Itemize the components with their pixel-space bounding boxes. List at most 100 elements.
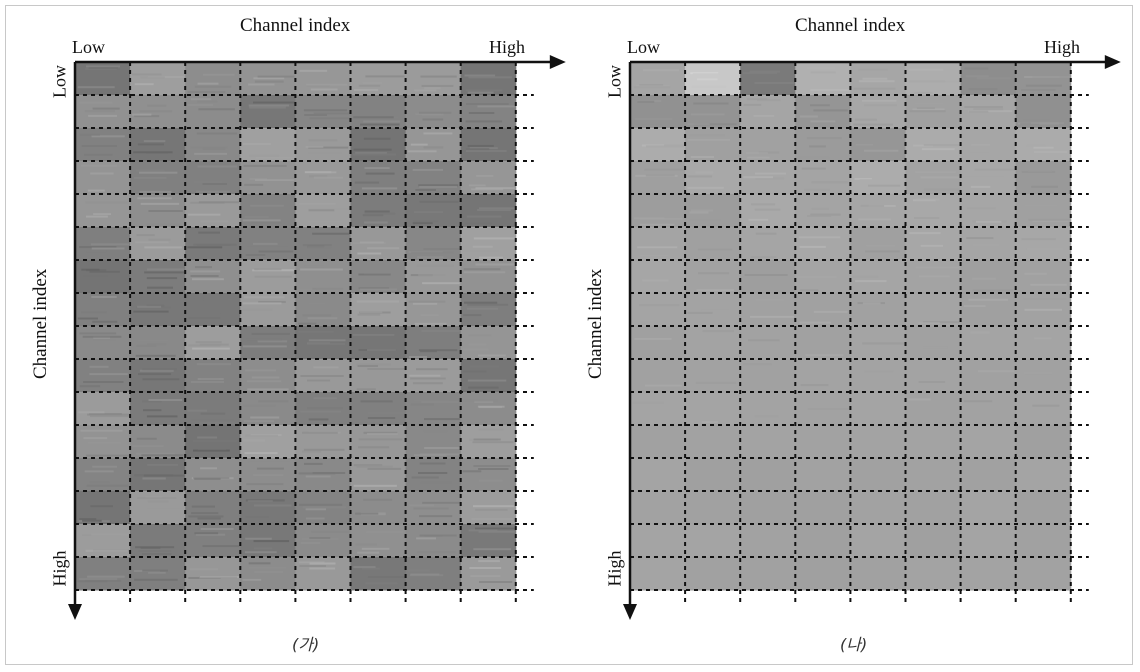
feature-texture-streak bbox=[194, 152, 227, 155]
feature-texture-streak bbox=[800, 289, 819, 292]
feature-texture-streak bbox=[414, 89, 437, 92]
feature-cell bbox=[240, 326, 296, 360]
feature-texture-streak bbox=[133, 310, 169, 313]
feature-texture-streak bbox=[853, 123, 893, 126]
feature-cells-left bbox=[75, 62, 517, 591]
feature-texture-streak bbox=[253, 474, 284, 477]
feature-texture-streak bbox=[359, 241, 384, 244]
feature-texture-streak bbox=[909, 232, 941, 235]
x-axis-high-label-left: High bbox=[489, 37, 525, 57]
feature-texture-streak bbox=[689, 254, 727, 256]
feature-cell bbox=[850, 359, 906, 393]
feature-texture-streak bbox=[646, 145, 685, 148]
feature-texture-streak bbox=[142, 553, 172, 555]
feature-texture-streak bbox=[244, 551, 277, 554]
feature-texture-streak bbox=[248, 83, 275, 86]
feature-texture-streak bbox=[139, 171, 178, 174]
feature-texture-streak bbox=[755, 177, 785, 180]
feature-texture-streak bbox=[364, 212, 396, 215]
feature-texture-streak bbox=[858, 218, 891, 221]
feature-texture-streak bbox=[479, 581, 513, 583]
feature-cell bbox=[795, 95, 851, 129]
feature-texture-streak bbox=[367, 349, 396, 352]
feature-cell bbox=[1015, 425, 1072, 459]
feature-texture-streak bbox=[202, 183, 227, 185]
feature-texture-streak bbox=[302, 450, 322, 453]
feature-texture-streak bbox=[813, 109, 848, 112]
feature-texture-streak bbox=[79, 332, 117, 335]
feature-texture-streak bbox=[187, 104, 213, 106]
feature-texture-streak bbox=[147, 286, 173, 289]
feature-texture-streak bbox=[358, 287, 390, 290]
feature-texture-streak bbox=[313, 112, 350, 115]
feature-texture-streak bbox=[303, 448, 345, 451]
feature-texture-streak bbox=[298, 288, 317, 291]
feature-texture-streak bbox=[305, 145, 324, 148]
feature-texture-streak bbox=[809, 84, 847, 87]
feature-texture-streak bbox=[1024, 308, 1062, 311]
feature-texture-streak bbox=[968, 88, 998, 91]
feature-texture-streak bbox=[1021, 238, 1056, 241]
feature-cell bbox=[350, 425, 407, 459]
feature-texture-streak bbox=[202, 545, 240, 548]
feature-cell bbox=[685, 425, 741, 459]
feature-texture-streak bbox=[798, 236, 841, 239]
feature-texture-streak bbox=[313, 366, 339, 369]
feature-texture-streak bbox=[81, 145, 117, 147]
feature-texture-streak bbox=[132, 445, 164, 448]
feature-texture-streak bbox=[313, 171, 337, 174]
feature-cell bbox=[75, 557, 131, 591]
feature-texture-streak bbox=[249, 106, 286, 109]
feature-texture-streak bbox=[916, 198, 940, 201]
feature-cell bbox=[905, 491, 962, 525]
feature-texture-streak bbox=[409, 574, 444, 577]
feature-cell bbox=[850, 293, 906, 327]
feature-texture-streak bbox=[302, 244, 332, 247]
feature-cell bbox=[295, 95, 351, 129]
feature-texture-streak bbox=[365, 582, 398, 585]
feature-texture-streak bbox=[304, 265, 325, 268]
feature-cell bbox=[795, 425, 851, 459]
feature-texture-streak bbox=[691, 209, 714, 212]
feature-cell bbox=[850, 524, 906, 558]
feature-texture-streak bbox=[473, 237, 515, 240]
feature-texture-streak bbox=[196, 190, 230, 193]
feature-texture-streak bbox=[353, 464, 383, 467]
feature-texture-streak bbox=[80, 164, 117, 167]
feature-texture-streak bbox=[81, 268, 100, 271]
feature-texture-streak bbox=[242, 308, 273, 311]
feature-cell bbox=[240, 359, 296, 393]
feature-texture-streak bbox=[248, 562, 271, 565]
feature-texture-streak bbox=[693, 123, 737, 126]
feature-texture-streak bbox=[467, 265, 489, 268]
feature-cell bbox=[740, 458, 796, 492]
feature-texture-streak bbox=[701, 309, 730, 312]
feature-texture-streak bbox=[1020, 122, 1040, 125]
feature-texture-streak bbox=[244, 183, 264, 186]
feature-texture-streak bbox=[246, 483, 284, 486]
feature-texture-streak bbox=[921, 148, 955, 151]
feature-texture-streak bbox=[858, 80, 895, 83]
feature-texture-streak bbox=[199, 311, 221, 314]
feature-texture-streak bbox=[189, 568, 219, 571]
feature-texture-streak bbox=[78, 411, 105, 414]
feature-texture-streak bbox=[923, 144, 960, 147]
feature-texture-streak bbox=[423, 132, 453, 135]
feature-texture-streak bbox=[91, 296, 117, 298]
feature-texture-streak bbox=[468, 112, 495, 114]
feature-texture-streak bbox=[744, 274, 788, 276]
feature-texture-streak bbox=[639, 223, 675, 226]
feature-texture-streak bbox=[199, 422, 236, 424]
feature-texture-streak bbox=[197, 82, 219, 85]
feature-texture-streak bbox=[89, 365, 109, 368]
feature-texture-streak bbox=[194, 477, 221, 480]
feature-texture-streak bbox=[1025, 84, 1062, 87]
feature-texture-streak bbox=[143, 474, 185, 477]
feature-texture-streak bbox=[86, 250, 107, 253]
feature-texture-streak bbox=[854, 118, 877, 121]
feature-texture-streak bbox=[640, 254, 669, 257]
feature-texture-streak bbox=[146, 415, 178, 418]
feature-texture-streak bbox=[88, 441, 121, 444]
feature-cell bbox=[460, 557, 517, 591]
feature-cells-right bbox=[630, 62, 1072, 591]
